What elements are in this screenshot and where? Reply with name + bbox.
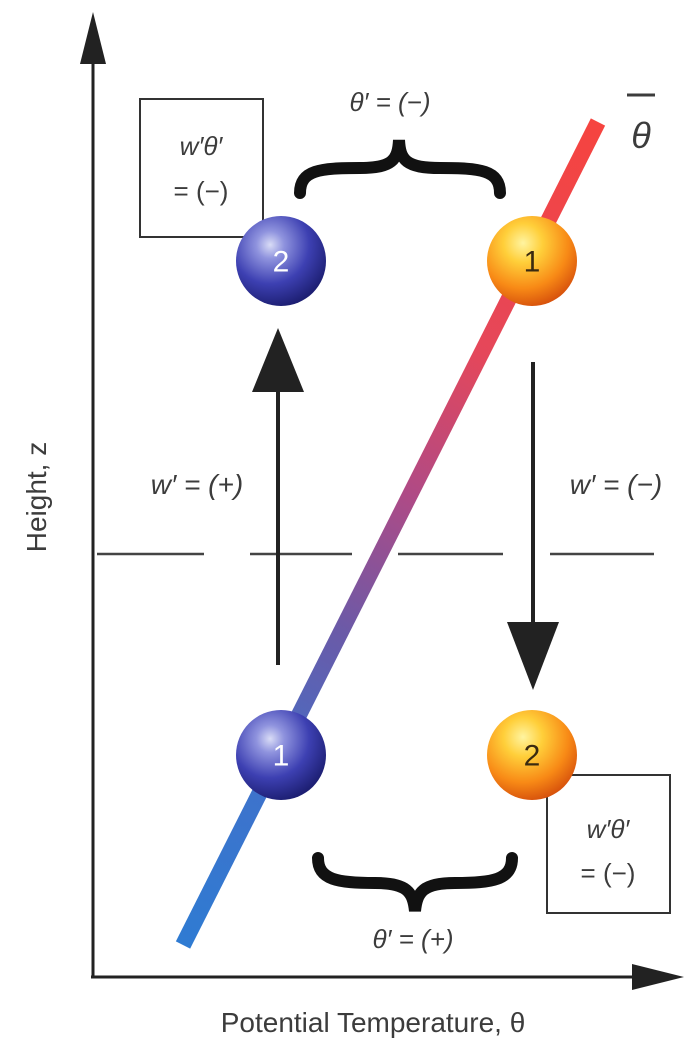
parcel-lower-left: 1 [236,710,326,800]
x-axis-label: Potential Temperature, θ [221,1007,526,1038]
downward-arrowhead [507,622,559,690]
flux-box-lower-line2: = (−) [581,858,636,888]
top-brace [294,139,506,199]
x-axis-arrowhead [632,964,684,990]
downward-motion-arrow [507,362,559,690]
parcel-upper-left-number: 2 [273,246,290,279]
mean-theta-symbol: θ [631,115,651,156]
x-axis [91,964,684,990]
flux-box-upper-line2: = (−) [174,176,229,206]
mean-theta-label: θ [627,93,655,156]
w-prime-down-label: w′ = (−) [570,469,662,500]
y-axis-arrowhead [80,12,106,64]
y-axis-label: Height, z [21,442,52,553]
parcel-upper-left: 2 [236,216,326,306]
theta-prime-top-label: θ′ = (−) [349,87,430,117]
parcel-upper-right: 1 [487,216,577,306]
y-axis [80,12,106,977]
upward-motion-arrow [252,328,304,665]
w-prime-up-label: w′ = (+) [151,469,243,500]
flux-box-upper-line1: w′θ′ [180,131,224,161]
bottom-brace [312,852,518,912]
theta-prime-bottom-label: θ′ = (+) [372,924,453,954]
parcel-upper-right-number: 1 [524,246,541,279]
upward-arrowhead [252,328,304,392]
parcel-lower-left-number: 1 [273,740,290,773]
parcel-lower-right: 2 [487,710,577,800]
flux-box-upper: w′θ′ = (−) [139,98,264,238]
flux-box-lower-line1: w′θ′ [587,814,631,844]
parcel-lower-right-number: 2 [524,740,541,773]
flux-box-lower: w′θ′ = (−) [546,774,671,914]
